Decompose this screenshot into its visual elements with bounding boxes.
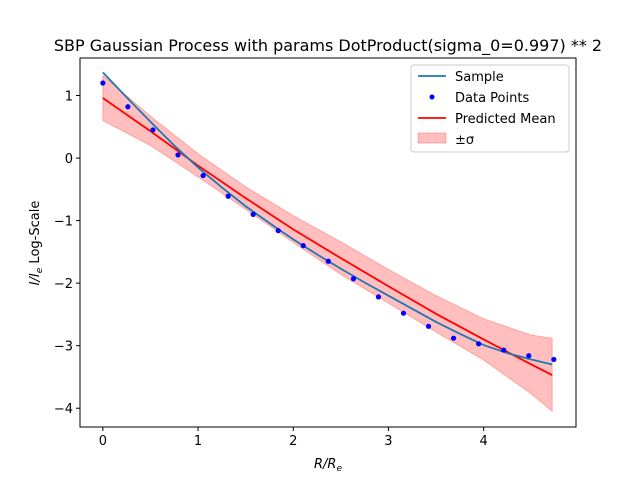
data-point (175, 152, 181, 158)
plot-frame (79, 57, 577, 428)
legend-box (410, 64, 570, 153)
data-point (275, 228, 281, 234)
legend-data-points-swatch (429, 94, 435, 100)
x-axis-label-main: R/R (314, 457, 336, 472)
data-point (501, 347, 507, 353)
data-point (400, 310, 407, 316)
x-axis-label: R/Re (314, 457, 342, 474)
data-point (225, 193, 231, 199)
data-point (200, 172, 206, 179)
x-tick-label: 2 (289, 434, 297, 449)
data-point (150, 127, 156, 133)
data-point (425, 323, 432, 329)
legend-sample-label: Sample (455, 70, 504, 85)
sigma-band (102, 74, 553, 413)
y-axis-ticks: 1 0 −1 −2 −3 −4 (54, 90, 80, 417)
legend-data-points-label: Data Points (455, 91, 529, 106)
y-tick-label: −1 (54, 215, 73, 230)
data-point (476, 341, 482, 347)
predicted-mean-line (102, 97, 553, 376)
y-axis-label-main: I/I (28, 273, 43, 285)
x-tick-label: 0 (99, 434, 107, 449)
data-point (250, 211, 256, 217)
chart-title: SBP Gaussian Process with params DotProd… (54, 36, 602, 56)
x-tick-label: 1 (194, 434, 202, 449)
y-tick-label: −3 (54, 340, 73, 355)
data-point (325, 258, 331, 264)
x-tick-label: 4 (480, 434, 488, 449)
data-point (125, 104, 131, 110)
data-point (300, 243, 306, 249)
y-tick-label: −2 (54, 277, 73, 292)
legend-sigma-band-swatch (417, 132, 447, 144)
data-points (100, 80, 557, 363)
x-axis-ticks: 0 1 2 3 4 (99, 427, 488, 449)
y-tick-label: 1 (65, 90, 73, 105)
data-point (551, 356, 557, 363)
y-tick-label: −4 (54, 402, 73, 417)
legend: Sample Data Points Predicted Mean ±σ (410, 64, 570, 153)
data-point (350, 276, 357, 282)
y-axis-label-sub: e (35, 267, 45, 273)
x-tick-label: 3 (384, 434, 392, 449)
legend-predicted-mean-label: Predicted Mean (455, 112, 556, 127)
x-axis-label-sub: e (336, 464, 342, 474)
y-tick-label: 0 (65, 152, 73, 167)
y-axis-label: I/Ie Log-Scale (28, 201, 45, 286)
plot-content (100, 71, 557, 413)
y-axis-label-suffix: Log-Scale (28, 201, 43, 268)
data-point (375, 294, 382, 300)
data-point (450, 335, 457, 341)
legend-sigma-band-label: ±σ (455, 133, 474, 148)
data-point (100, 80, 106, 86)
data-point (526, 353, 532, 359)
